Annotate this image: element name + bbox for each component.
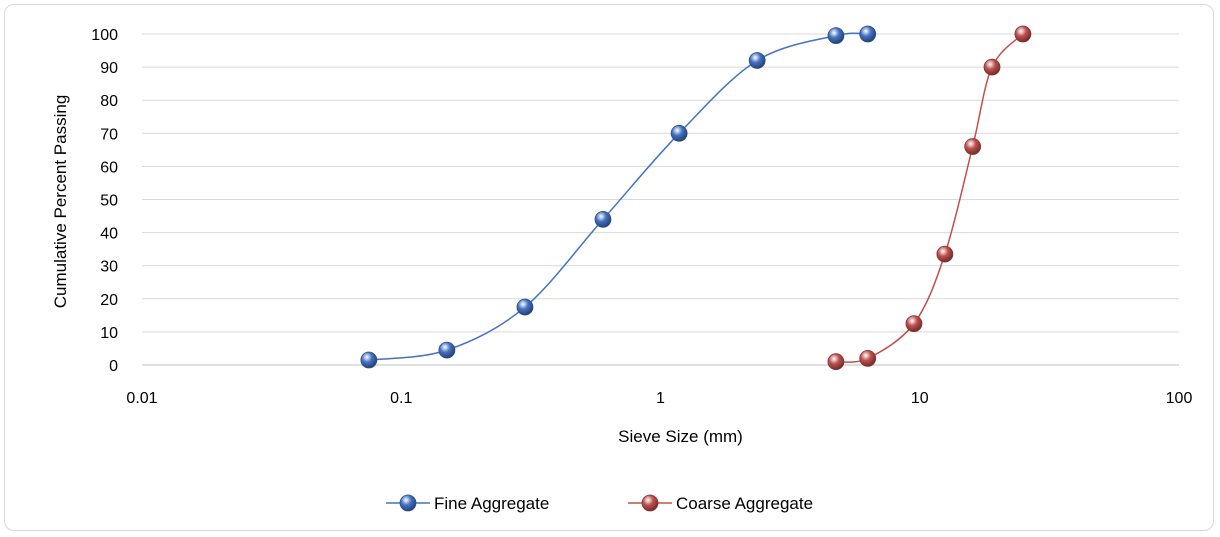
y-tick-label: 60 [100, 159, 118, 176]
series-1 [827, 25, 1032, 371]
x-tick-label: 10 [911, 390, 929, 407]
data-point [670, 124, 688, 142]
data-point [516, 298, 534, 316]
legend: Fine Aggregate Coarse Aggregate [386, 494, 813, 513]
legend-marker [641, 494, 659, 512]
y-tick-label: 100 [91, 27, 118, 44]
y-tick-label: 80 [100, 93, 118, 110]
x-tick-label: 1 [656, 390, 665, 407]
x-tick-label: 100 [1166, 390, 1193, 407]
data-point [1014, 25, 1032, 43]
series-layer [360, 25, 1032, 371]
series-0 [360, 25, 877, 369]
legend-item: Coarse Aggregate [628, 494, 813, 513]
x-tick-label: 0.1 [390, 390, 412, 407]
data-point [748, 52, 766, 69]
y-tick-label: 10 [100, 325, 118, 342]
data-point [438, 341, 456, 359]
y-tick-label: 40 [100, 226, 118, 243]
data-point [827, 27, 845, 45]
data-point [983, 58, 1001, 76]
series-line [835, 33, 1024, 363]
x-tick-label: 0.01 [126, 390, 157, 407]
data-point [964, 138, 982, 155]
legend-label: Coarse Aggregate [676, 494, 813, 513]
data-point [859, 349, 877, 367]
y-tick-label: 20 [100, 292, 118, 309]
chart-frame [4, 4, 1214, 531]
y-tick-label: 0 [109, 358, 118, 375]
y-tick-label: 30 [100, 259, 118, 276]
y-tick-label: 50 [100, 193, 118, 210]
data-point [594, 210, 612, 228]
legend-item: Fine Aggregate [386, 494, 549, 513]
y-tick-label: 90 [100, 60, 118, 77]
series-line [368, 32, 868, 361]
y-tick-label: 70 [100, 126, 118, 143]
data-point [936, 245, 954, 263]
data-point [859, 25, 877, 43]
y-axis-title: Cumulative Percent Passing [51, 95, 70, 309]
data-point [905, 315, 923, 333]
x-axis-title: Sieve Size (mm) [618, 427, 743, 446]
legend-label: Fine Aggregate [434, 494, 549, 513]
x-axis-ticks: 0.01 0.1 1 10 100 [126, 390, 1192, 407]
legend-marker [399, 494, 417, 512]
gridlines [142, 33, 1179, 333]
y-axis-ticks: 0 10 20 30 40 50 60 70 80 90 100 [91, 27, 118, 375]
data-point [360, 351, 378, 369]
data-point [827, 353, 845, 371]
